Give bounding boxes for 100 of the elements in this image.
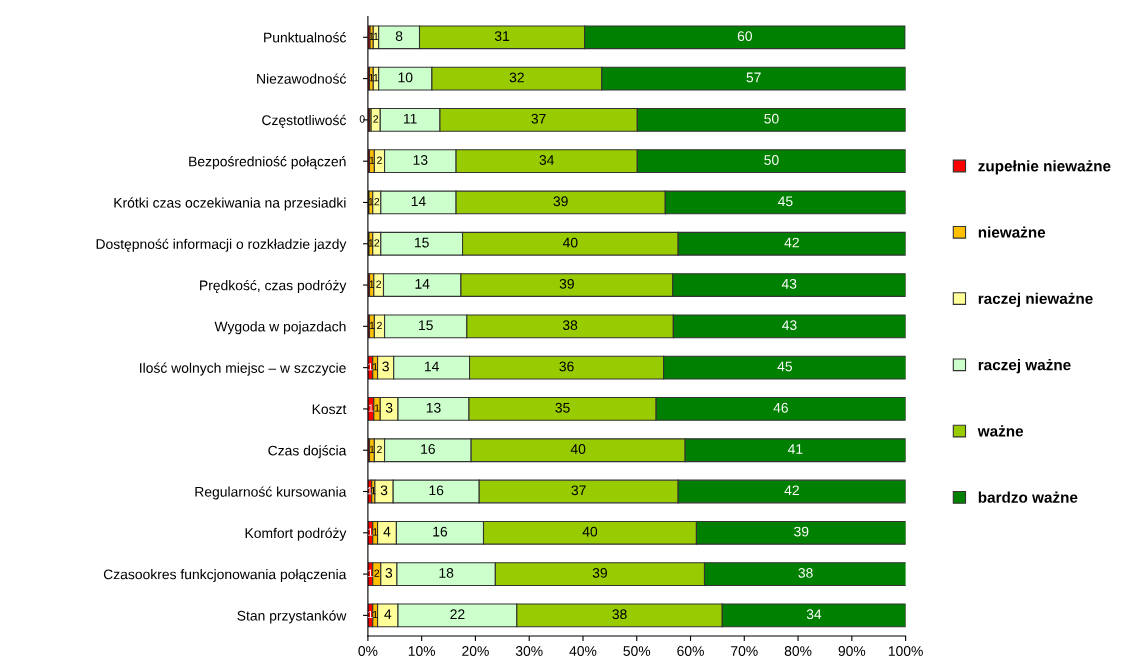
data-label: 1 <box>374 404 380 412</box>
data-label: 3 <box>382 361 389 372</box>
data-label: 50 <box>764 155 779 165</box>
data-label: 36 <box>559 361 574 372</box>
y-tick-label: Czasookres funkcjonowania połączenia <box>103 569 347 583</box>
data-label: 39 <box>592 567 607 578</box>
data-label: 46 <box>773 402 788 413</box>
data-label: 2 <box>374 569 380 577</box>
y-tick-label: Prędkość, czas podróży <box>200 279 347 294</box>
legend-label: zupełnie nieważne <box>978 160 1111 175</box>
data-label: 40 <box>562 237 578 248</box>
data-label: 1 <box>373 610 378 619</box>
data-label: 35 <box>555 402 570 413</box>
data-label: 2 <box>377 321 382 330</box>
data-label: 39 <box>553 196 568 207</box>
data-label: 32 <box>509 72 524 83</box>
data-label: 1 <box>373 528 378 536</box>
data-label: 1 <box>368 239 374 247</box>
data-label: 8 <box>395 31 403 42</box>
data-label: 40 <box>570 444 586 454</box>
data-label: 13 <box>426 402 441 413</box>
data-label: 14 <box>415 279 430 289</box>
data-label: 34 <box>539 155 554 165</box>
data-label: 42 <box>784 237 799 248</box>
y-tick-label: Ilość wolnych miejsc – w szczycie <box>140 362 346 376</box>
legend-label: bardzo ważne <box>978 491 1078 503</box>
x-tick-label: 20% <box>462 646 489 656</box>
data-label: 34 <box>806 609 822 620</box>
data-label: 1 <box>373 74 379 82</box>
data-label: 42 <box>784 485 799 496</box>
y-tick-label: Bezpośredniość połączeń <box>189 156 346 170</box>
data-label: 43 <box>782 320 797 331</box>
legend-label: raczej nieważne <box>978 292 1093 308</box>
data-label: 2 <box>373 115 379 123</box>
data-label: 39 <box>559 278 574 289</box>
data-label: 60 <box>737 31 753 42</box>
data-label: 2 <box>377 445 382 453</box>
y-tick-label: Wygoda w pojazdach <box>214 321 346 335</box>
x-tick-label: 70% <box>731 646 758 656</box>
data-label: 2 <box>374 239 380 247</box>
data-label: 1 <box>367 487 373 495</box>
data-label: 18 <box>439 567 454 578</box>
data-label: 37 <box>531 113 546 124</box>
data-label: 4 <box>384 609 392 619</box>
data-label: 37 <box>571 485 586 496</box>
y-tick-label: Regularność kursowania <box>195 486 347 500</box>
y-tick-label: Niezawodność <box>257 73 347 84</box>
data-label: 1 <box>369 32 375 40</box>
data-label: 16 <box>433 526 448 537</box>
legend-label: nieważne <box>978 226 1046 238</box>
data-label: 50 <box>764 113 779 124</box>
data-label: 1 <box>368 363 373 371</box>
data-label: 3 <box>385 402 393 413</box>
x-tick-label: 50% <box>623 646 651 656</box>
data-label: 1 <box>368 404 374 412</box>
data-label: 14 <box>411 196 426 207</box>
y-tick-label: Stan przystanków <box>237 610 347 624</box>
data-label: 43 <box>781 278 797 289</box>
data-label: 22 <box>450 609 465 619</box>
data-label: 16 <box>429 485 444 496</box>
data-label: 1 <box>368 610 373 619</box>
x-tick-label: 90% <box>838 646 866 656</box>
data-label: 40 <box>582 526 598 537</box>
y-tick-label: Częstotliwość <box>262 114 347 128</box>
x-tick-label: 40% <box>569 646 597 656</box>
data-label: 57 <box>746 72 761 83</box>
data-label: 1 <box>368 197 374 206</box>
data-label: 10 <box>398 72 413 83</box>
data-label: 45 <box>778 196 793 207</box>
data-label: 2 <box>374 197 380 206</box>
y-tick-label: Komfort podróży <box>245 527 347 541</box>
data-label: 38 <box>612 609 627 620</box>
y-tick-label: Czas dojścia <box>268 445 347 459</box>
data-label: 1 <box>369 280 375 288</box>
data-label: 38 <box>562 320 578 331</box>
data-label: 15 <box>415 237 429 248</box>
data-label: 1 <box>373 32 379 40</box>
data-label: 31 <box>494 31 510 42</box>
y-tick-label: Dostępność informacji o rozkładzie jazdy <box>96 238 347 252</box>
data-label: 2 <box>377 156 382 164</box>
x-tick-label: 30% <box>515 646 543 656</box>
data-label: 14 <box>424 361 439 372</box>
data-label: 13 <box>413 155 428 165</box>
y-tick-label: Krótki czas oczekiwania na przesiadki <box>114 197 346 211</box>
data-label: 2 <box>376 280 382 288</box>
legend-label: raczej ważne <box>978 359 1071 374</box>
data-label: 45 <box>777 361 793 372</box>
data-label: 39 <box>794 526 809 537</box>
data-label: 1 <box>371 487 376 495</box>
data-label: 1 <box>369 74 374 82</box>
data-label: 15 <box>419 320 433 331</box>
data-label: 38 <box>798 567 813 578</box>
x-tick-label: 60% <box>677 646 704 656</box>
x-tick-label: 80% <box>784 646 812 656</box>
data-label: 1 <box>368 528 373 536</box>
data-label: 3 <box>385 567 393 578</box>
x-tick-label: 10% <box>408 646 436 656</box>
data-label: 4 <box>383 526 391 537</box>
y-tick-label: Koszt <box>312 404 347 415</box>
x-tick-label: 0% <box>358 646 378 656</box>
